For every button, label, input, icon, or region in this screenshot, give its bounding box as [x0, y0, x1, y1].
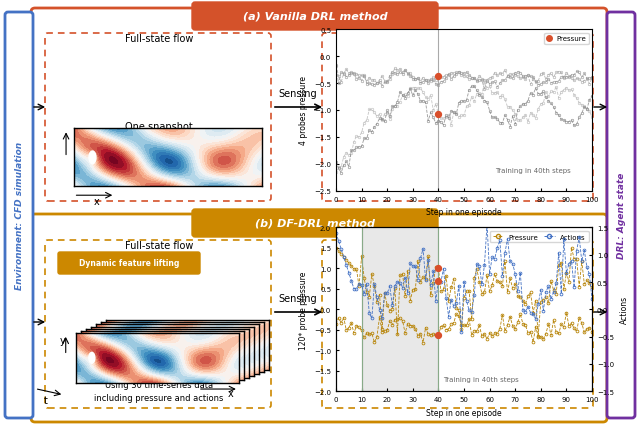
Circle shape	[89, 152, 96, 164]
Text: Training stage at 40th step:: Training stage at 40th step:	[101, 368, 217, 377]
Y-axis label: 4 probes pressure: 4 probes pressure	[300, 76, 308, 145]
Circle shape	[120, 340, 125, 350]
FancyBboxPatch shape	[5, 13, 33, 418]
FancyBboxPatch shape	[31, 9, 607, 216]
Point	[433, 112, 444, 119]
Text: Sensing: Sensing	[278, 293, 317, 303]
Line: Pressure: Pressure	[335, 246, 593, 337]
FancyBboxPatch shape	[192, 3, 438, 31]
Actions	[588, 297, 596, 302]
Text: Training stage at 40th step:: Training stage at 40th step:	[101, 142, 217, 151]
Y-axis label: Actions: Actions	[620, 295, 628, 324]
Circle shape	[104, 346, 110, 357]
Pressure	[450, 276, 458, 282]
Text: including pressure and actions: including pressure and actions	[94, 393, 224, 402]
Text: Training in 40th steps: Training in 40th steps	[444, 376, 519, 382]
Pressure	[486, 289, 493, 294]
Text: Time-resolved snapshots: Time-resolved snapshots	[98, 353, 220, 363]
Text: DRL: Agent state: DRL: Agent state	[616, 172, 625, 258]
Point	[433, 278, 444, 285]
Pressure	[396, 273, 404, 279]
X-axis label: Step in one episode: Step in one episode	[426, 208, 502, 217]
FancyBboxPatch shape	[31, 215, 607, 422]
Line: Actions: Actions	[335, 223, 593, 334]
Pressure	[568, 246, 575, 251]
Text: Full-state flow: Full-state flow	[125, 240, 193, 250]
Text: Sensing: Sensing	[278, 89, 317, 99]
Legend: Pressure: Pressure	[544, 34, 589, 45]
FancyBboxPatch shape	[607, 13, 635, 418]
Actions	[516, 270, 524, 276]
Text: t: t	[44, 395, 48, 405]
Bar	[362, 228, 438, 391]
Text: x: x	[93, 197, 99, 206]
Text: Using only one snapshot data: Using only one snapshot data	[97, 155, 221, 164]
Actions	[332, 231, 340, 236]
Text: One snapshot: One snapshot	[125, 122, 193, 132]
Actions	[350, 286, 358, 292]
Pressure	[534, 333, 542, 338]
Actions	[491, 256, 499, 261]
Text: Using 30 time-series data: Using 30 time-series data	[105, 381, 213, 390]
Point	[433, 332, 444, 339]
Circle shape	[109, 344, 115, 355]
Text: Training in 40th steps: Training in 40th steps	[495, 168, 570, 174]
Text: Dynamic feature lifting: Dynamic feature lifting	[79, 259, 179, 268]
FancyBboxPatch shape	[192, 209, 438, 237]
Point	[433, 73, 444, 80]
Text: Full-state flow: Full-state flow	[125, 34, 193, 44]
Text: including pressure: including pressure	[120, 168, 198, 177]
Circle shape	[99, 348, 105, 359]
Text: Environment: CFD simulation: Environment: CFD simulation	[15, 141, 24, 289]
Actions	[458, 330, 465, 335]
Actions	[483, 222, 491, 227]
Text: (a) Vanilla DRL method: (a) Vanilla DRL method	[243, 11, 387, 21]
Circle shape	[115, 342, 120, 353]
Point	[433, 265, 444, 272]
FancyBboxPatch shape	[58, 252, 200, 274]
Circle shape	[94, 350, 100, 361]
Pressure	[332, 246, 340, 251]
Text: x: x	[228, 389, 234, 399]
Y-axis label: 120* probe pressure: 120* probe pressure	[300, 270, 308, 349]
Actions	[450, 304, 458, 309]
Legend: Pressure, Actions: Pressure, Actions	[490, 231, 589, 243]
Pressure	[350, 267, 358, 272]
Actions	[396, 281, 404, 286]
X-axis label: Step in one episode: Step in one episode	[426, 408, 502, 417]
Pressure	[511, 282, 519, 287]
Text: (b) DF-DRL method: (b) DF-DRL method	[255, 218, 375, 227]
Circle shape	[89, 353, 95, 363]
Actions	[529, 311, 537, 316]
Pressure	[588, 285, 596, 290]
Pressure	[524, 294, 532, 299]
Text: y: y	[60, 336, 65, 346]
